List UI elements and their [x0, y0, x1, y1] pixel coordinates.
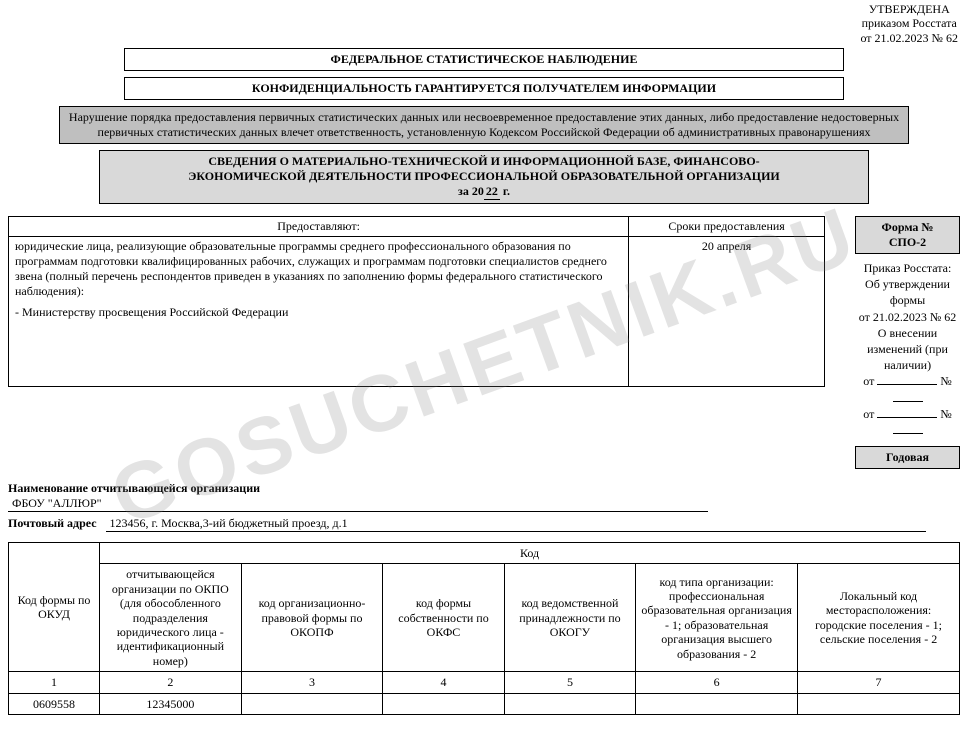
val-3 [383, 693, 504, 714]
box-title-l1: СВЕДЕНИЯ О МАТЕРИАЛЬНО-ТЕХНИЧЕСКОЙ И ИНФ… [108, 154, 860, 169]
num-7: 7 [798, 672, 960, 693]
code-h4: код ведомственной принадлежности по ОКОГ… [504, 564, 636, 672]
code-head: Код [100, 543, 960, 564]
subm-h1: Предоставляют: [9, 217, 629, 237]
subm-body: юридические лица, реализующие образовате… [9, 237, 629, 387]
code-h1: отчитывающейся организации по ОКПО (для … [100, 564, 242, 672]
amend-date-2 [877, 417, 937, 418]
subm-text: юридические лица, реализующие образовате… [15, 239, 622, 299]
order-lines: Приказ Росстата: Об утверждении формы от… [855, 260, 960, 438]
box-warning: Нарушение порядка предоставления первичн… [59, 106, 909, 144]
org-addr-value: 123456, г. Москва,3-ий бюджетный проезд,… [106, 516, 926, 532]
amend-line-1: от № [855, 373, 960, 405]
code-h2: код организационно-правовой формы по ОКО… [241, 564, 383, 672]
approval-block: УТВЕРЖДЕНА приказом Росстата от 21.02.20… [860, 2, 958, 45]
val-0: 0609558 [9, 693, 100, 714]
val-6 [798, 693, 960, 714]
ot-1: от [863, 374, 874, 388]
box-confidential: КОНФИДЕНЦИАЛЬНОСТЬ ГАРАНТИРУЕТСЯ ПОЛУЧАТ… [124, 77, 844, 100]
num-3: 3 [241, 672, 383, 693]
header-boxes: ФЕДЕРАЛЬНОЕ СТАТИСТИЧЕСКОЕ НАБЛЮДЕНИЕ КО… [8, 48, 960, 204]
ot-2: от [863, 407, 874, 421]
no-1: № [940, 374, 951, 388]
code-h0: Код формы по ОКУД [9, 543, 100, 672]
submission-table: Предоставляют: Сроки предоставления юрид… [8, 216, 825, 387]
order-l2: Об утверждении формы [855, 276, 960, 308]
year-suffix: г. [500, 184, 510, 198]
code-table: Код формы по ОКУД Код отчитывающейся орг… [8, 542, 960, 715]
val-4 [504, 693, 636, 714]
num-1: 1 [9, 672, 100, 693]
amend-date-1 [877, 384, 937, 385]
num-5: 5 [504, 672, 636, 693]
approval-l1: УТВЕРЖДЕНА [860, 2, 958, 16]
subm-recipient: - Министерству просвещения Российской Фе… [15, 305, 622, 320]
box-federal: ФЕДЕРАЛЬНОЕ СТАТИСТИЧЕСКОЕ НАБЛЮДЕНИЕ [124, 48, 844, 71]
page: УТВЕРЖДЕНА приказом Росстата от 21.02.20… [0, 0, 968, 731]
order-l3: от 21.02.2023 № 62 [855, 309, 960, 325]
code-h6: Локальный код месторасположения: городск… [798, 564, 960, 672]
no-2: № [940, 407, 951, 421]
amend-num-2 [893, 433, 923, 434]
val-5 [636, 693, 798, 714]
num-6: 6 [636, 672, 798, 693]
periodicity: Годовая [855, 446, 960, 469]
org-name-label: Наименование отчитывающейся организации [8, 481, 260, 495]
org-addr-label: Почтовый адрес [8, 516, 97, 530]
val-1: 12345000 [100, 693, 242, 714]
form-number: Форма № СПО-2 [855, 216, 960, 254]
amend-line-2: от № [855, 406, 960, 438]
approval-l2: приказом Росстата [860, 16, 958, 30]
year-value: 22 [484, 184, 500, 200]
box-title: СВЕДЕНИЯ О МАТЕРИАЛЬНО-ТЕХНИЧЕСКОЙ И ИНФ… [99, 150, 869, 204]
box-title-year: за 2022 г. [108, 184, 860, 200]
org-name-line: Наименование отчитывающейся организации … [8, 481, 960, 512]
org-addr-line: Почтовый адрес 123456, г. Москва,3-ий бю… [8, 516, 960, 532]
amend-num-1 [893, 401, 923, 402]
subm-h2: Сроки предоставления [629, 217, 825, 237]
num-4: 4 [383, 672, 504, 693]
year-prefix: за 20 [458, 184, 484, 198]
order-l1: Приказ Росстата: [855, 260, 960, 276]
code-h5: код типа организации: профессиональная о… [636, 564, 798, 672]
form-info: Форма № СПО-2 Приказ Росстата: Об утверж… [855, 216, 960, 469]
box-title-l2: ЭКОНОМИЧЕСКОЙ ДЕЯТЕЛЬНОСТИ ПРОФЕССИОНАЛЬ… [108, 169, 860, 184]
code-h3: код формы собственности по ОКФС [383, 564, 504, 672]
num-2: 2 [100, 672, 242, 693]
submission-row: Предоставляют: Сроки предоставления юрид… [8, 216, 960, 469]
approval-l3: от 21.02.2023 № 62 [860, 31, 958, 45]
org-name-value: ФБОУ "АЛЛЮР" [8, 496, 708, 512]
subm-deadline: 20 апреля [629, 237, 825, 387]
val-2 [241, 693, 383, 714]
order-l4: О внесении изменений (при наличии) [855, 325, 960, 374]
